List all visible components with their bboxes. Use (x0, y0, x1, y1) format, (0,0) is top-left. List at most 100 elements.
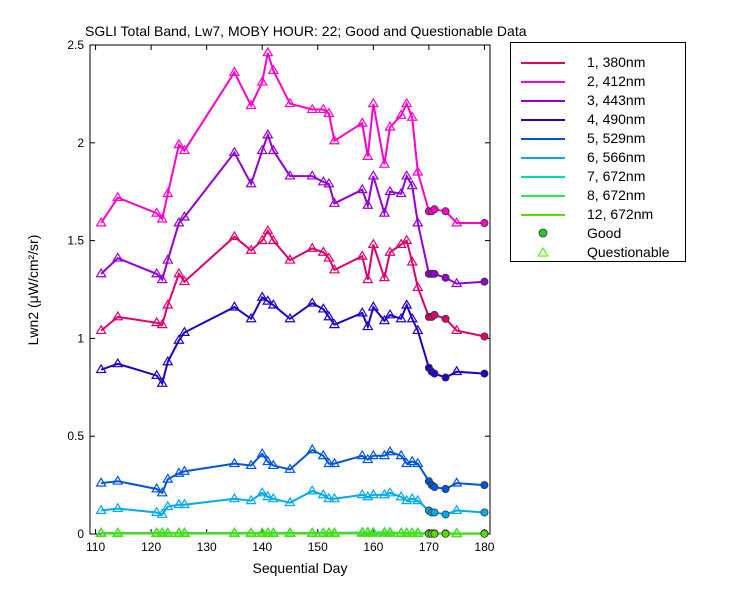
triangle-marker-icon (531, 244, 555, 260)
data-point-questionable (284, 170, 296, 180)
data-point-questionable (317, 246, 329, 256)
data-point-questionable (151, 506, 163, 516)
data-point-questionable (306, 527, 318, 538)
data-point-questionable (162, 527, 174, 538)
data-point-questionable (356, 250, 368, 260)
data-point-questionable (112, 357, 124, 368)
data-point-questionable (451, 504, 463, 515)
data-point-questionable (267, 492, 279, 503)
data-point-questionable (367, 97, 379, 108)
legend-label: 2, 412nm (587, 73, 646, 89)
data-point-questionable (401, 299, 413, 309)
data-point-questionable (367, 301, 379, 311)
data-point-questionable (284, 97, 296, 108)
data-point-questionable (156, 377, 168, 387)
data-point-questionable (228, 527, 241, 538)
data-point-questionable (328, 134, 341, 145)
data-point-good (480, 529, 489, 538)
data-point-questionable (151, 483, 163, 493)
series-line-1 (100, 228, 485, 338)
series-line-3 (100, 132, 485, 285)
data-point-good (441, 485, 450, 494)
data-point-questionable (151, 207, 163, 217)
data-point-good (441, 314, 450, 323)
data-point-questionable (228, 301, 241, 311)
data-point-questionable (151, 369, 163, 380)
data-point-good (480, 277, 489, 286)
data-point-good (430, 369, 439, 378)
x-tick-label: 180 (474, 540, 494, 554)
data-point-questionable (323, 252, 335, 262)
legend-item-series-6: 6, 566nm (511, 148, 687, 166)
data-point-questionable (367, 449, 379, 460)
data-point-questionable (401, 97, 413, 108)
data-point-questionable (162, 473, 174, 483)
data-point-questionable (262, 224, 274, 235)
data-point-questionable (95, 477, 107, 487)
data-point-questionable (328, 457, 341, 468)
legend-swatch (521, 138, 565, 140)
data-point-questionable (356, 449, 368, 460)
legend-label: Good (587, 225, 622, 241)
data-point-questionable (256, 291, 268, 301)
data-point-questionable (317, 175, 329, 186)
x-tick-label: 150 (308, 540, 328, 554)
data-point-good (441, 207, 450, 216)
data-point-questionable (245, 527, 257, 538)
data-point-questionable (317, 449, 329, 460)
data-point-questionable (395, 312, 407, 323)
data-point-questionable (356, 306, 368, 317)
data-point-questionable (378, 271, 391, 282)
data-point-questionable (284, 254, 296, 264)
x-tick-label: 110 (86, 540, 105, 554)
data-point-questionable (178, 527, 191, 538)
data-point-questionable (362, 199, 374, 209)
data-point-questionable (228, 492, 241, 503)
data-point-questionable (245, 244, 257, 254)
data-point-questionable (112, 310, 124, 321)
data-point-good (480, 481, 489, 490)
data-point-questionable (356, 117, 368, 127)
data-point-questionable (173, 138, 185, 149)
legend-swatch (521, 100, 565, 102)
data-point-questionable (156, 527, 168, 538)
data-point-questionable (323, 457, 335, 468)
data-point-questionable (328, 197, 341, 207)
data-point-questionable (112, 191, 124, 202)
data-point-questionable (256, 144, 268, 155)
data-point-questionable (406, 256, 418, 266)
data-point-questionable (151, 527, 163, 538)
data-point-questionable (412, 457, 424, 468)
data-point-questionable (356, 527, 368, 537)
x-tick-label: 140 (252, 540, 272, 554)
data-point-questionable (162, 187, 174, 198)
data-point-good (430, 205, 439, 214)
data-point-questionable (362, 320, 374, 331)
axes: 110 120 130 140 150 160 170 180 0 0.5 1 1.5 2 2.5 (67, 38, 494, 554)
legend-label: 6, 566nm (587, 149, 646, 165)
legend-swatch (521, 157, 565, 159)
data-point-questionable (384, 527, 396, 537)
data-point-questionable (178, 211, 191, 221)
data-point-questionable (267, 234, 279, 245)
data-point-questionable (362, 273, 374, 284)
legend-label: 12, 672nm (587, 206, 654, 222)
data-point-questionable (323, 492, 335, 503)
data-point-good (430, 508, 439, 517)
legend-label: 8, 672nm (587, 187, 646, 203)
data-point-questionable (384, 121, 396, 131)
data-point-good (430, 310, 439, 319)
data-point-questionable (384, 185, 396, 196)
data-point-questionable (245, 312, 257, 323)
legend-item-series-7: 7, 672nm (511, 167, 687, 185)
legend: 1, 380nm 2, 412nm 3, 443nm 4, 490nm 5, 529nm… (510, 42, 686, 262)
data-point-questionable (323, 107, 335, 117)
data-point-questionable (401, 234, 413, 245)
x-tick-label: 120 (141, 540, 161, 554)
data-point-questionable (317, 488, 329, 499)
data-point-questionable (401, 170, 413, 180)
legend-swatch (521, 214, 565, 216)
data-point-questionable (173, 334, 185, 344)
legend-label: Questionable (587, 244, 670, 260)
data-point-questionable (228, 457, 241, 468)
